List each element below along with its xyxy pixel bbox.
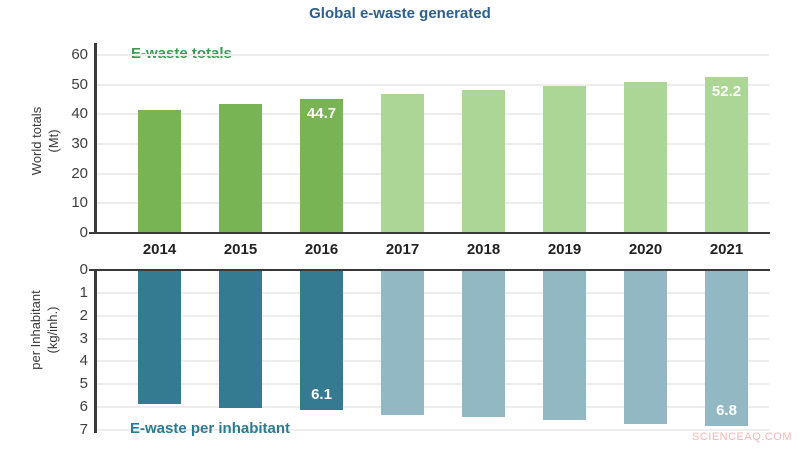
gridline	[96, 383, 769, 386]
y-tick-label: 5	[79, 375, 88, 393]
year-label-2014: 2014	[142, 241, 177, 258]
y-tick-label: 30	[71, 134, 88, 152]
gridline	[96, 53, 769, 56]
y-tick-label: 40	[71, 105, 88, 123]
y-tick-label: 0	[79, 224, 88, 241]
watermark: SCIENCEAQ.COM	[691, 431, 792, 443]
y-tick-label: 7	[79, 420, 88, 438]
totals-panel-label: E-waste totals	[131, 45, 232, 62]
per-inhabitant-panel-label: E-waste per inhabitant	[130, 420, 291, 437]
bar-2020-top	[624, 81, 667, 232]
bar-2021-top	[705, 77, 748, 232]
y-tick-label: 60	[71, 45, 88, 63]
y-tick-label: 3	[79, 329, 88, 347]
bar-value-label-2016: 44.7	[306, 105, 337, 123]
bar-2021-bottom	[705, 271, 748, 427]
per-inhabitant-y-axis-title-line1: per Inhabitant	[28, 290, 43, 370]
year-label-2018: 2018	[466, 241, 501, 258]
gridline	[96, 406, 769, 409]
totals-y-axis-title-line1: World totals	[29, 106, 44, 176]
bar-2018-bottom	[462, 271, 505, 418]
bar-2014-bottom	[138, 271, 181, 404]
gridline	[96, 360, 769, 363]
bar-2018-top	[462, 89, 505, 232]
y-tick-label: 2	[79, 306, 88, 324]
totals-y-axis-line	[94, 43, 97, 233]
y-tick-label: 0	[79, 261, 88, 278]
bar-value-label-2021: 52.2	[711, 83, 742, 101]
bar-2016-bottom	[300, 271, 343, 411]
y-tick-label: 20	[71, 164, 88, 182]
figure-title: Global e-waste generated	[309, 5, 491, 22]
bar-2016-top	[300, 99, 343, 232]
bar-value-label-2021: 6.8	[716, 402, 737, 420]
per-inhabitant-y-axis-line	[94, 268, 97, 433]
per-inhabitant-y-axis-title: per Inhabitant (kg/inh.)	[27, 255, 61, 405]
bar-2017-top	[381, 94, 424, 232]
totals-x-axis-line	[89, 231, 770, 234]
year-label-2017: 2017	[385, 241, 420, 258]
gridline	[96, 291, 769, 294]
year-label-2019: 2019	[547, 241, 582, 258]
year-label-2016: 2016	[304, 241, 339, 258]
gridline	[96, 113, 769, 116]
year-label-2015: 2015	[223, 241, 258, 258]
y-tick-label: 50	[71, 75, 88, 93]
per-inhabitant-y-axis-title-line2: (kg/inh.)	[45, 306, 60, 354]
bar-2020-bottom	[624, 271, 667, 425]
gridline	[96, 83, 769, 86]
y-tick-label: 4	[79, 352, 88, 370]
bar-2014-top	[138, 109, 181, 232]
per-inhabitant-x-axis-line	[89, 268, 770, 271]
year-label-2020: 2020	[628, 241, 663, 258]
gridline	[96, 202, 769, 205]
year-label-2021: 2021	[709, 241, 744, 258]
y-tick-label: 10	[71, 194, 88, 212]
gridline	[96, 142, 769, 145]
bar-2017-bottom	[381, 271, 424, 415]
gridline	[96, 428, 769, 431]
bar-2019-top	[543, 85, 586, 232]
gridline	[96, 172, 769, 175]
bar-value-label-2016: 6.1	[311, 386, 332, 404]
bar-2015-bottom	[219, 271, 262, 409]
y-tick-label: 6	[79, 398, 88, 416]
gridline	[96, 337, 769, 340]
gridline	[96, 314, 769, 317]
y-tick-label: 1	[79, 283, 88, 301]
bar-2019-bottom	[543, 271, 586, 420]
bar-2015-top	[219, 104, 262, 232]
